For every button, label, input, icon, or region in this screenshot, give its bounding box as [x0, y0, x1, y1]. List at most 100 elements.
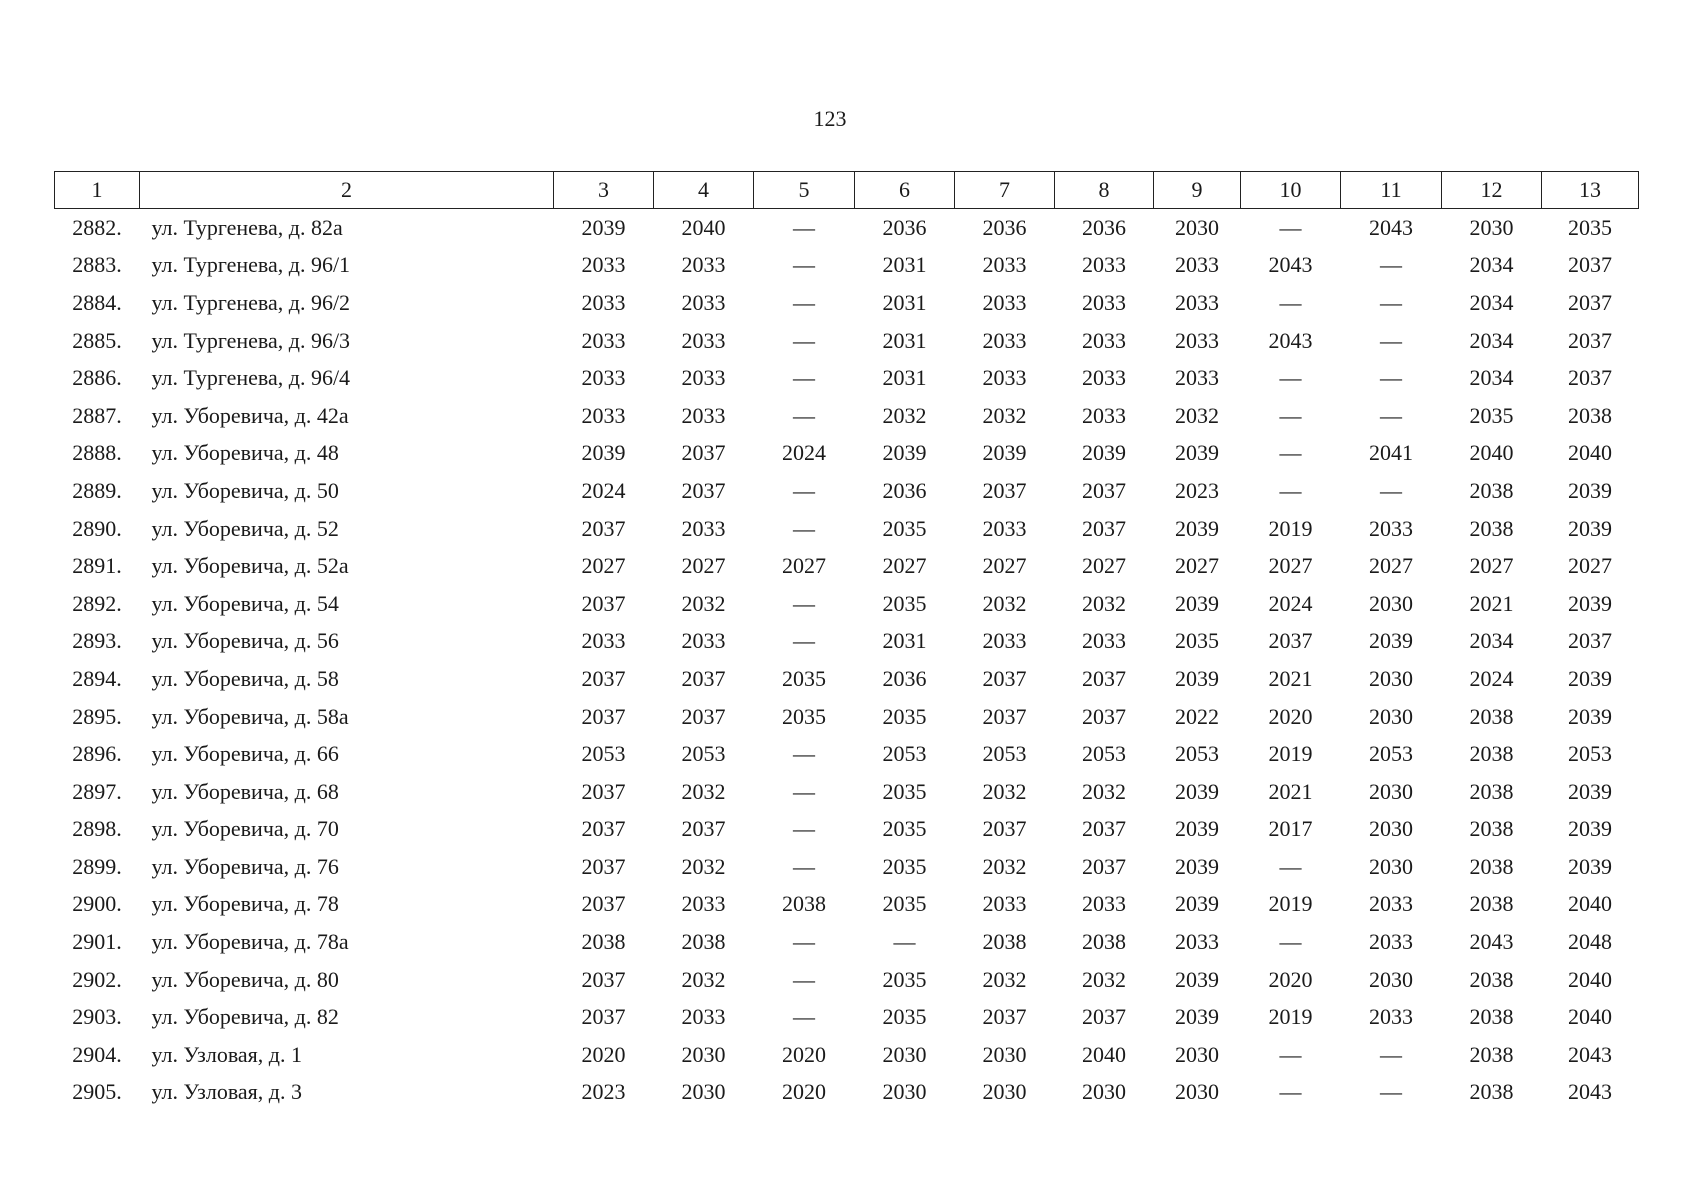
year-cell: 2035	[1469, 402, 1514, 428]
table-row: 2901. ул. Уборевича, д. 78а 2038 2038 — — 2038…	[55, 923, 1639, 961]
year-cell: 2021	[1268, 778, 1313, 804]
year-cell: 2027	[782, 553, 826, 579]
year-cell: 2035	[1568, 214, 1612, 240]
year-cell: 2038	[1469, 966, 1514, 992]
year-cell: 2030	[1369, 778, 1413, 804]
year-cell: 2039	[1175, 778, 1219, 804]
year-cell: 2037	[681, 665, 726, 691]
year-cell: 2039	[1568, 778, 1612, 804]
year-cell: —	[793, 778, 815, 804]
year-cell: 2035	[882, 703, 927, 729]
row-number: 2899.	[72, 853, 122, 879]
row-number: 2888.	[72, 440, 122, 466]
row-number: 2904.	[72, 1041, 122, 1067]
year-cell: 2024	[581, 477, 626, 503]
table-row: 2884. ул. Тургенева, д. 96/2 2033 2033 — 2031…	[55, 284, 1639, 322]
year-cell: 2036	[882, 477, 927, 503]
year-cell: 2037	[681, 703, 726, 729]
year-cell: —	[1279, 402, 1302, 428]
header-cell: 2	[139, 171, 554, 209]
year-cell: 2030	[1175, 1079, 1219, 1105]
address-cell: ул. Уборевича, д. 52а	[151, 553, 349, 579]
year-cell: 2037	[581, 816, 626, 842]
year-cell: 2033	[581, 252, 626, 278]
year-cell: 2024	[782, 440, 826, 466]
year-cell: 2037	[581, 966, 626, 992]
year-cell: —	[793, 327, 815, 353]
year-cell: 2037	[982, 703, 1027, 729]
year-cell: 2039	[1175, 816, 1219, 842]
year-cell: 2030	[1082, 1079, 1126, 1105]
table-row: 2893. ул. Уборевича, д. 56 2033 2033 — 2031 20…	[55, 623, 1639, 661]
address-cell: ул. Узловая, д. 3	[151, 1079, 303, 1105]
year-cell: 2033	[581, 289, 626, 315]
year-cell: 2033	[1082, 327, 1126, 353]
year-cell: 2023	[581, 1079, 626, 1105]
year-cell: 2039	[1568, 853, 1612, 879]
year-cell: 2039	[581, 440, 626, 466]
table-row: 2888. ул. Уборевича, д. 48 2039 2037 2024 203…	[55, 435, 1639, 473]
year-cell: 2043	[1469, 929, 1514, 955]
year-cell: 2039	[882, 440, 927, 466]
year-cell: 2024	[1469, 665, 1514, 691]
year-cell: 2030	[1369, 665, 1413, 691]
address-cell: ул. Уборевича, д. 56	[151, 628, 339, 654]
year-cell: 2038	[1469, 1079, 1514, 1105]
year-cell: 2033	[982, 891, 1027, 917]
year-cell: 2033	[581, 402, 626, 428]
year-cell: —	[893, 929, 916, 955]
year-cell: 2030	[1175, 214, 1219, 240]
year-cell: 2033	[681, 289, 726, 315]
year-cell: 2037	[1082, 816, 1126, 842]
address-cell: ул. Уборевича, д. 70	[151, 816, 339, 842]
year-cell: 2024	[1268, 590, 1313, 616]
year-cell: —	[1279, 477, 1302, 503]
address-cell: ул. Тургенева, д. 96/1	[151, 252, 351, 278]
address-cell: ул. Уборевича, д. 58	[151, 665, 339, 691]
year-cell: 2027	[1469, 553, 1514, 579]
year-cell: 2031	[882, 289, 927, 315]
year-cell: 2031	[882, 252, 927, 278]
year-cell: 2033	[681, 628, 726, 654]
year-cell: 2033	[1175, 289, 1219, 315]
year-cell: 2032	[1082, 966, 1126, 992]
year-cell: 2038	[1469, 816, 1514, 842]
year-cell: 2033	[1369, 891, 1413, 917]
year-cell: 2053	[581, 741, 626, 767]
year-cell: —	[793, 741, 815, 767]
year-cell: 2027	[1175, 553, 1219, 579]
year-cell: 2033	[982, 515, 1027, 541]
year-cell: 2035	[882, 853, 927, 879]
year-cell: —	[793, 515, 815, 541]
year-cell: 2033	[982, 365, 1027, 391]
year-cell: 2033	[681, 515, 726, 541]
year-cell: 2039	[1175, 590, 1219, 616]
year-cell: 2033	[1082, 365, 1126, 391]
year-cell: 2037	[1568, 252, 1612, 278]
year-cell: 2039	[1568, 816, 1612, 842]
year-cell: 2040	[1568, 966, 1612, 992]
year-cell: —	[1380, 1041, 1402, 1067]
year-cell: 2038	[1469, 741, 1514, 767]
year-cell: 2035	[882, 816, 927, 842]
year-cell: 2038	[1082, 929, 1126, 955]
address-cell: ул. Уборевича, д. 68	[151, 778, 339, 804]
year-cell: 2032	[982, 966, 1027, 992]
year-cell: 2033	[681, 1004, 726, 1030]
header-cell: 13	[1541, 171, 1639, 209]
year-cell: 2027	[1082, 553, 1126, 579]
year-cell: 2033	[1082, 402, 1126, 428]
header-cell: 4	[653, 171, 754, 209]
year-cell: 2019	[1268, 741, 1313, 767]
year-cell: 2037	[1568, 628, 1612, 654]
year-cell: 2039	[1175, 891, 1219, 917]
year-cell: 2038	[1469, 477, 1514, 503]
header-cell: 8	[1054, 171, 1154, 209]
year-cell: —	[793, 929, 815, 955]
year-cell: —	[1380, 327, 1402, 353]
row-number: 2898.	[72, 816, 122, 842]
table-row: 2894. ул. Уборевича, д. 58 2037 2037 2035 203…	[55, 660, 1639, 698]
table-row: 2897. ул. Уборевича, д. 68 2037 2032 — 2035 20…	[55, 773, 1639, 811]
address-cell: ул. Уборевича, д. 52	[151, 515, 339, 541]
table-row: 2904. ул. Узловая, д. 1 2020 2030 2020 2030 20…	[55, 1036, 1639, 1074]
